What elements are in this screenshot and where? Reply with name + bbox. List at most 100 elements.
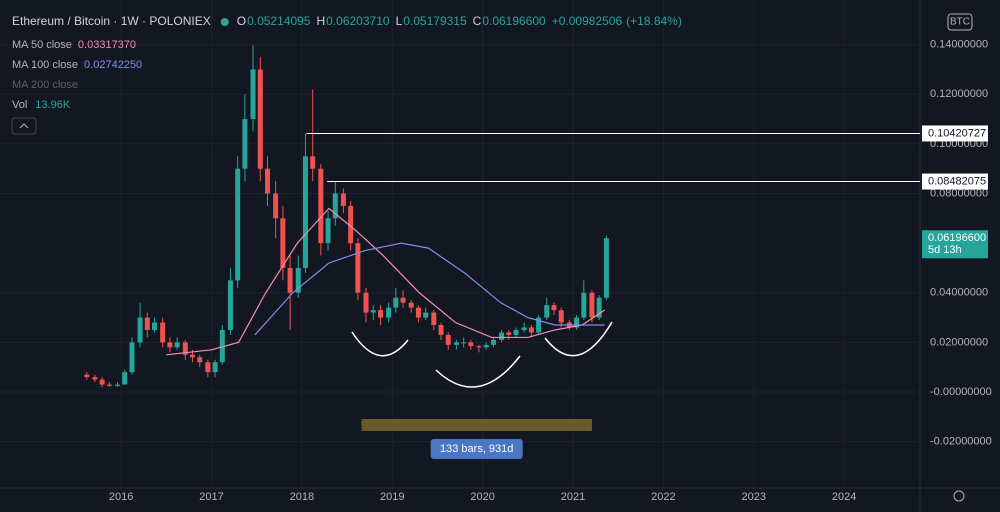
candle-body xyxy=(348,205,354,244)
legend-name: MA 100 close xyxy=(12,59,78,71)
candle-body xyxy=(363,292,369,313)
price-label-box xyxy=(922,173,988,190)
candle-body xyxy=(265,168,271,194)
legend-value: 0.02742250 xyxy=(84,59,142,71)
ohlc-value: 0.05179315 xyxy=(403,14,467,28)
volume-name: Vol xyxy=(12,99,27,111)
x-tick-label: 2021 xyxy=(561,491,585,503)
ohlc-key: L xyxy=(396,14,403,28)
candle-body xyxy=(521,327,527,330)
chart-title: Ethereum / Bitcoin · 1W · POLONIEX xyxy=(12,14,211,28)
candle-body xyxy=(280,218,286,268)
x-tick-label: 2022 xyxy=(651,491,675,503)
candle-body xyxy=(431,312,437,326)
candle-body xyxy=(408,302,414,308)
candle-body xyxy=(544,305,550,318)
candle-body xyxy=(235,168,241,281)
candle-body xyxy=(461,342,467,344)
candle-body xyxy=(122,372,128,385)
x-tick-label: 2016 xyxy=(109,491,133,503)
legend-name: MA 50 close xyxy=(12,39,72,51)
candle-body xyxy=(137,317,143,343)
candle-body xyxy=(212,362,218,373)
candle-body xyxy=(370,310,376,313)
candle-body xyxy=(528,327,534,333)
collapse-button[interactable] xyxy=(11,117,37,135)
range-label-box xyxy=(430,439,523,459)
candle-body xyxy=(84,374,90,378)
candle-body xyxy=(393,297,399,308)
candle-body xyxy=(581,292,587,318)
candle-body xyxy=(506,332,512,335)
candle-body xyxy=(596,297,602,318)
candle-body xyxy=(152,322,158,330)
candle-body xyxy=(468,342,474,347)
x-tick-label: 2024 xyxy=(832,491,856,503)
x-tick-label: 2018 xyxy=(290,491,314,503)
legend-value: 0.03317370 xyxy=(78,39,136,51)
candle-body xyxy=(589,292,595,318)
candle-body xyxy=(558,310,564,323)
candle-body xyxy=(92,377,98,380)
candle-body xyxy=(574,317,580,328)
candle-body xyxy=(453,342,459,345)
candle-body xyxy=(129,342,135,373)
candle-body xyxy=(182,342,188,355)
y-tick-label: 0.04000000 xyxy=(930,287,988,299)
settings-icon[interactable] xyxy=(953,490,965,502)
volume-value: 13.96K xyxy=(35,99,71,111)
price-label: 0.10420727 xyxy=(928,127,986,139)
ma-line xyxy=(254,242,605,336)
ohlc-key: H xyxy=(316,14,325,28)
ohlc-value: 0.06203710 xyxy=(326,14,390,28)
candle-body xyxy=(476,346,482,348)
candle-body xyxy=(242,119,248,169)
candle-body xyxy=(490,339,496,345)
price-label: 0.08482075 xyxy=(928,175,986,187)
ohlc-key: C xyxy=(473,14,482,28)
change-pct: (+18.84%) xyxy=(626,14,682,28)
x-tick-label: 2017 xyxy=(199,491,223,503)
collapse-icon xyxy=(19,123,29,129)
candle-body xyxy=(536,317,542,333)
price-label-box xyxy=(922,125,988,142)
candle-body xyxy=(205,362,211,373)
candle-body xyxy=(386,307,392,318)
candle-body xyxy=(257,69,263,169)
candle-body xyxy=(445,334,451,345)
y-tick-label: 0.02000000 xyxy=(930,336,988,348)
candle-body xyxy=(483,344,489,348)
candle-body xyxy=(189,354,195,358)
candle-body xyxy=(219,329,225,363)
y-tick-label: 0.08000000 xyxy=(930,187,988,199)
y-tick-label: -0.02000000 xyxy=(930,436,992,448)
ohlc-value: 0.05214095 xyxy=(247,14,311,28)
candle-body xyxy=(160,322,166,343)
candle-body xyxy=(174,342,180,348)
candle-body xyxy=(302,156,308,268)
candle-body xyxy=(167,342,173,348)
candle-body xyxy=(332,193,338,219)
candle-body xyxy=(106,384,112,386)
range-bar xyxy=(361,419,592,431)
status-dot xyxy=(220,18,229,26)
candle-body xyxy=(499,332,505,340)
candle-body xyxy=(513,329,519,335)
last-price-box xyxy=(922,230,988,259)
y-tick-label: -0.00000000 xyxy=(930,386,992,398)
candle-body xyxy=(340,193,346,206)
x-tick-label: 2023 xyxy=(741,491,765,503)
candle-body xyxy=(197,357,203,363)
x-tick-label: 2020 xyxy=(470,491,494,503)
candle-body xyxy=(144,317,150,330)
candle-body xyxy=(551,305,557,311)
candle-body xyxy=(355,243,361,293)
y-tick-label: 0.14000000 xyxy=(930,39,988,51)
candle-body xyxy=(273,193,279,219)
y-tick-label: 0.12000000 xyxy=(930,88,988,100)
candle-body xyxy=(400,297,406,303)
candle-body xyxy=(227,280,233,330)
currency-box xyxy=(947,13,973,31)
